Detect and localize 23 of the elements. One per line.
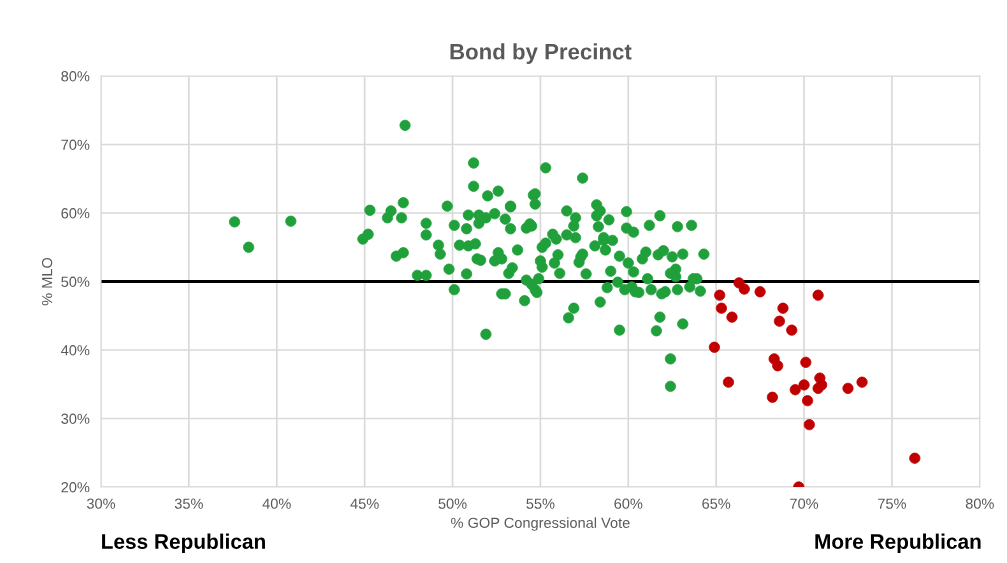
x-tick-label: 65% <box>702 498 731 509</box>
chart-title: Bond by Precinct <box>450 43 632 64</box>
x-tick-label: 75% <box>878 498 907 509</box>
x-tick-label: 30% <box>86 498 116 509</box>
x-tick-label: 50% <box>438 498 467 509</box>
x-tick-label: 45% <box>350 498 379 509</box>
y-tick-label: 80% <box>61 71 90 82</box>
x-tick-label: 60% <box>614 498 643 509</box>
y-tick-label: 60% <box>61 208 90 219</box>
x-tick-label: 70% <box>790 498 819 509</box>
y-axis-title: % MLO <box>41 257 53 306</box>
text: More Republican <box>815 533 981 554</box>
y-tick-label: 20% <box>61 482 90 493</box>
x-tick-label: 80% <box>965 498 994 509</box>
y-tick-label: 70% <box>61 139 90 150</box>
x-axis-title: % GOP Congressional Vote <box>451 517 630 531</box>
x-tick-label: 40% <box>262 498 291 509</box>
x-tick-label: 55% <box>526 498 555 509</box>
x-tick-label: 35% <box>174 498 203 509</box>
y-tick-label: 40% <box>61 345 90 356</box>
y-tick-label: 30% <box>61 413 90 424</box>
text: Less Republican <box>102 533 265 554</box>
y-tick-label: 50% <box>61 276 90 287</box>
